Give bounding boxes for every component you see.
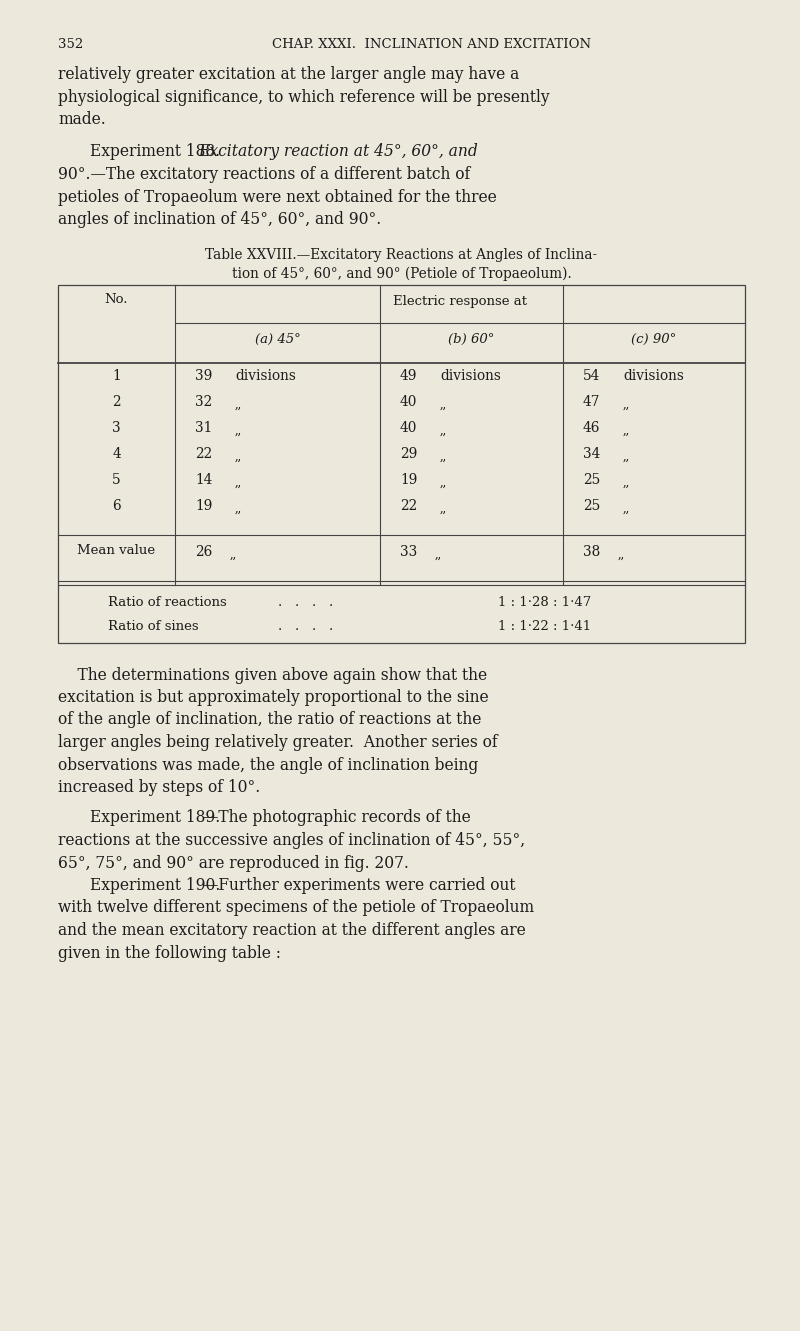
Text: 90°.—The excitatory reactions of a different batch of: 90°.—The excitatory reactions of a diffe… xyxy=(58,166,470,182)
Text: 38: 38 xyxy=(583,544,600,559)
Text: 49: 49 xyxy=(400,369,418,382)
Text: Experiment 189.: Experiment 189. xyxy=(90,809,220,827)
Text: 1 : 1·28 : 1·47: 1 : 1·28 : 1·47 xyxy=(498,596,591,610)
Text: ,,: ,, xyxy=(435,547,442,560)
Text: ,,: ,, xyxy=(623,423,630,437)
Text: 19: 19 xyxy=(195,499,212,512)
Text: divisions: divisions xyxy=(235,369,296,382)
Text: 19: 19 xyxy=(400,473,418,487)
Text: 31: 31 xyxy=(195,421,212,434)
Text: Table XXVIII.—Excitatory Reactions at Angles of Inclina-: Table XXVIII.—Excitatory Reactions at An… xyxy=(206,248,598,261)
Text: relatively greater excitation at the larger angle may have a: relatively greater excitation at the lar… xyxy=(58,67,519,83)
Text: 39: 39 xyxy=(195,369,212,382)
Text: (a) 45°: (a) 45° xyxy=(254,333,300,346)
Text: .   .   .   .: . . . . xyxy=(278,620,334,634)
Text: and the mean excitatory reaction at the different angles are: and the mean excitatory reaction at the … xyxy=(58,922,526,938)
Text: (b) 60°: (b) 60° xyxy=(448,333,494,346)
Text: 6: 6 xyxy=(112,499,121,512)
Text: 2: 2 xyxy=(112,394,121,409)
Text: ,,: ,, xyxy=(440,502,447,515)
Text: 1 : 1·22 : 1·41: 1 : 1·22 : 1·41 xyxy=(498,620,591,634)
Text: larger angles being relatively greater.  Another series of: larger angles being relatively greater. … xyxy=(58,733,498,751)
Text: Mean value: Mean value xyxy=(78,544,155,558)
Text: divisions: divisions xyxy=(440,369,501,382)
Text: 40: 40 xyxy=(400,421,418,434)
Text: 47: 47 xyxy=(583,394,600,409)
Text: excitation is but approximately proportional to the sine: excitation is but approximately proporti… xyxy=(58,689,489,705)
Text: No.: No. xyxy=(105,293,128,306)
Text: 22: 22 xyxy=(195,446,212,461)
Text: —The photographic records of the: —The photographic records of the xyxy=(203,809,470,827)
Text: Electric response at: Electric response at xyxy=(393,294,527,307)
Text: Excitatory reaction at 45°, 60°, and: Excitatory reaction at 45°, 60°, and xyxy=(198,144,478,161)
Text: CHAP. XXXI.  INCLINATION AND EXCITATION: CHAP. XXXI. INCLINATION AND EXCITATION xyxy=(272,39,591,51)
Text: ,,: ,, xyxy=(235,423,242,437)
Text: physiological significance, to which reference will be presently: physiological significance, to which ref… xyxy=(58,88,550,105)
Bar xyxy=(58,285,745,643)
Text: ,,: ,, xyxy=(440,450,447,462)
Text: divisions: divisions xyxy=(623,369,684,382)
Text: 5: 5 xyxy=(112,473,121,487)
Text: 40: 40 xyxy=(400,394,418,409)
Text: ,,: ,, xyxy=(623,450,630,462)
Text: 4: 4 xyxy=(112,446,121,461)
Text: 14: 14 xyxy=(195,473,212,487)
Text: ,,: ,, xyxy=(623,475,630,488)
Text: given in the following table :: given in the following table : xyxy=(58,945,281,961)
Text: ,,: ,, xyxy=(235,502,242,515)
Text: 54: 54 xyxy=(583,369,600,382)
Text: 25: 25 xyxy=(583,499,600,512)
Text: ,,: ,, xyxy=(235,475,242,488)
Text: reactions at the successive angles of inclination of 45°, 55°,: reactions at the successive angles of in… xyxy=(58,832,525,849)
Text: 65°, 75°, and 90° are reproduced in fig. 207.: 65°, 75°, and 90° are reproduced in fig.… xyxy=(58,855,409,872)
Text: ,,: ,, xyxy=(235,450,242,462)
Text: .   .   .   .: . . . . xyxy=(278,596,334,610)
Text: increased by steps of 10°.: increased by steps of 10°. xyxy=(58,779,260,796)
Text: 32: 32 xyxy=(195,394,212,409)
Text: of the angle of inclination, the ratio of reactions at the: of the angle of inclination, the ratio o… xyxy=(58,712,482,728)
Text: 33: 33 xyxy=(400,544,418,559)
Text: 22: 22 xyxy=(400,499,418,512)
Text: 34: 34 xyxy=(583,446,600,461)
Text: 1: 1 xyxy=(112,369,121,382)
Text: ,,: ,, xyxy=(623,398,630,410)
Text: ,,: ,, xyxy=(440,475,447,488)
Text: (c) 90°: (c) 90° xyxy=(631,333,677,346)
Text: 3: 3 xyxy=(112,421,121,434)
Text: ,,: ,, xyxy=(440,423,447,437)
Text: —Further experiments were carried out: —Further experiments were carried out xyxy=(203,877,515,894)
Text: ,,: ,, xyxy=(440,398,447,410)
Text: Experiment 188.: Experiment 188. xyxy=(90,144,230,161)
Text: 29: 29 xyxy=(400,446,418,461)
Text: observations was made, the angle of inclination being: observations was made, the angle of incl… xyxy=(58,756,478,773)
Text: 352: 352 xyxy=(58,39,83,51)
Text: The determinations given above again show that the: The determinations given above again sho… xyxy=(58,667,487,684)
Text: angles of inclination of 45°, 60°, and 90°.: angles of inclination of 45°, 60°, and 9… xyxy=(58,212,382,228)
Text: petioles of Tropaeolum were next obtained for the three: petioles of Tropaeolum were next obtaine… xyxy=(58,189,497,205)
Text: Experiment 190.: Experiment 190. xyxy=(90,877,220,894)
Text: 25: 25 xyxy=(583,473,600,487)
Text: tion of 45°, 60°, and 90° (Petiole of Tropaeolum).: tion of 45°, 60°, and 90° (Petiole of Tr… xyxy=(232,266,571,281)
Text: ,,: ,, xyxy=(618,547,626,560)
Text: ,,: ,, xyxy=(235,398,242,410)
Text: made.: made. xyxy=(58,110,106,128)
Text: with twelve different specimens of the petiole of Tropaeolum: with twelve different specimens of the p… xyxy=(58,900,534,917)
Text: ,,: ,, xyxy=(230,547,238,560)
Text: 46: 46 xyxy=(583,421,600,434)
Text: Ratio of reactions: Ratio of reactions xyxy=(108,596,226,610)
Text: 26: 26 xyxy=(195,544,212,559)
Text: Ratio of sines: Ratio of sines xyxy=(108,620,198,634)
Text: ,,: ,, xyxy=(623,502,630,515)
